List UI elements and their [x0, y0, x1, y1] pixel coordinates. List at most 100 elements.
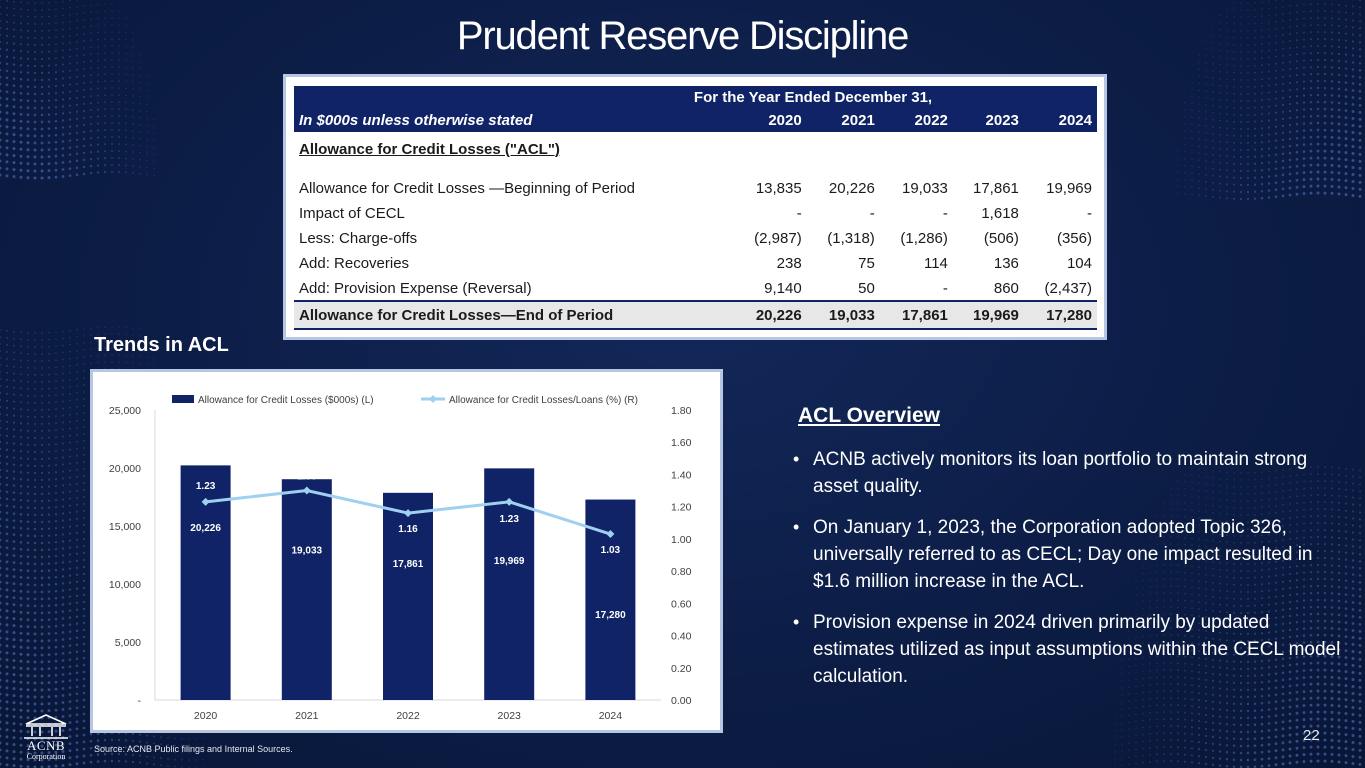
- bar-data-label: 19,969: [494, 556, 525, 567]
- table-row: Add: Provision Expense (Reversal) 9,140 …: [294, 276, 1097, 302]
- cell: 104: [1066, 255, 1092, 272]
- acl-bar: [383, 492, 433, 700]
- left-axis-tick-label: 5,000: [115, 637, 141, 649]
- x-axis-tick-label: 2023: [498, 710, 522, 722]
- left-axis-tick-label: 15,000: [109, 521, 141, 533]
- row-label: Less: Charge-offs: [299, 230, 418, 247]
- cell: 136: [993, 255, 1019, 272]
- right-axis-tick-label: 0.20: [671, 663, 692, 675]
- source-note: Source: ACNB Public filings and Internal…: [94, 744, 293, 754]
- cell: (1,286): [900, 230, 948, 247]
- cell: (356): [1056, 230, 1092, 247]
- right-axis-tick-label: 1.00: [671, 534, 692, 546]
- cell: 19,969: [1046, 180, 1092, 197]
- table-row: Add: Recoveries 238 75 114 136 104: [294, 251, 1097, 276]
- total-cell: 17,861: [879, 301, 953, 330]
- cell: -: [879, 276, 953, 302]
- cell: 50: [806, 276, 880, 302]
- cell: -: [796, 205, 802, 222]
- acl-ratio-point: [201, 497, 210, 506]
- row-label: Allowance for Credit Losses —Beginning o…: [299, 180, 636, 197]
- bar-data-label: 17,861: [393, 559, 424, 570]
- x-axis-tick-label: 2020: [194, 710, 218, 722]
- logo-subtitle: Corporation: [26, 752, 66, 761]
- line-data-label: 1.03: [601, 545, 621, 556]
- right-axis-tick-label: 1.20: [671, 502, 692, 514]
- table-year-header: 2022: [879, 109, 953, 132]
- table-row: Allowance for Credit Losses —Beginning o…: [294, 176, 1097, 201]
- cell: (2,987): [754, 230, 802, 247]
- cell: 1,618: [981, 205, 1019, 222]
- cell: 17,861: [973, 180, 1019, 197]
- row-label: Add: Provision Expense (Reversal): [294, 276, 734, 302]
- table-super-header-row: For the Year Ended December 31,: [294, 86, 1097, 109]
- overview-bullet-list: • ACNB actively monitors its loan portfol…: [793, 446, 1341, 704]
- bar-data-label: 20,226: [190, 523, 221, 534]
- cell: 75: [858, 255, 875, 272]
- cell: -: [942, 205, 948, 222]
- total-label: Allowance for Credit Losses—End of Perio…: [294, 301, 734, 330]
- bullet-icon: •: [793, 517, 800, 537]
- cell: 860: [952, 276, 1024, 302]
- legend-line-marker: [429, 395, 437, 403]
- total-cell: 19,033: [806, 301, 880, 330]
- acl-combo-chart: - 5,000 10,000 15,000 20,000 25,000 0.00 0.20 0.…: [109, 395, 692, 722]
- table-row: Less: Charge-offs (2,987) (1,318) (1,286…: [294, 226, 1097, 251]
- left-axis-tick-label: 25,000: [109, 405, 141, 417]
- total-cell: 19,969: [952, 301, 1024, 330]
- x-axis-tick-label: 2021: [295, 710, 319, 722]
- cell: 20,226: [828, 180, 875, 197]
- acl-ratio-point: [302, 486, 311, 495]
- cell: (506): [983, 230, 1019, 247]
- acnb-logo: ACNB Corporation: [18, 714, 74, 762]
- table-year-header: 2021: [806, 109, 880, 132]
- left-axis-tick-label: 20,000: [109, 463, 141, 475]
- line-data-label: 1.23: [196, 481, 216, 492]
- total-cell: 17,280: [1023, 301, 1097, 330]
- cell: 9,140: [733, 276, 807, 302]
- line-data-label: 1.16: [398, 524, 418, 535]
- right-axis-tick-label: 0.80: [671, 566, 692, 578]
- cell: 114: [923, 255, 948, 272]
- left-axis-tick-label: -: [138, 695, 142, 707]
- acl-chart-panel: - 5,000 10,000 15,000 20,000 25,000 0.00 0.20 0.…: [90, 369, 723, 733]
- right-axis-tick-label: 1.80: [671, 405, 692, 417]
- overview-bullet: • ACNB actively monitors its loan portfol…: [793, 446, 1341, 500]
- table-section-row: Allowance for Credit Losses ("ACL"): [294, 132, 1097, 166]
- bullet-text: Provision expense in 2024 driven primari…: [813, 612, 1341, 687]
- row-label: Add: Recoveries: [299, 255, 410, 272]
- bank-building-icon: [24, 714, 68, 739]
- table-year-header: 2024: [1023, 109, 1097, 132]
- acl-bar: [281, 479, 332, 700]
- bar-data-label: 19,033: [292, 546, 323, 557]
- table-unit-label: In $000s unless otherwise stated: [294, 109, 734, 132]
- line-data-label: 1.30: [297, 472, 317, 483]
- cell: -: [1087, 205, 1092, 222]
- table-super-header: For the Year Ended December 31,: [294, 86, 1097, 109]
- x-axis-tick-label: 2024: [599, 710, 623, 722]
- legend-line-label: Allowance for Credit Losses/Loans (%) (R…: [449, 395, 638, 406]
- right-axis-tick-label: 0.00: [671, 695, 692, 707]
- logo-name: ACNB: [26, 738, 66, 753]
- bullet-icon: •: [793, 449, 800, 469]
- right-axis-tick-label: 1.40: [671, 469, 692, 481]
- table-section-title: Allowance for Credit Losses ("ACL"): [299, 140, 560, 158]
- x-axis-tick-label: 2022: [396, 710, 420, 722]
- bullet-text: On January 1, 2023, the Corporation adop…: [813, 517, 1313, 592]
- cell: -: [869, 205, 875, 222]
- overview-bullet: • On January 1, 2023, the Corporation ado…: [793, 514, 1341, 595]
- legend-bar-swatch: [172, 395, 194, 403]
- acl-ratio-point: [505, 497, 514, 506]
- right-axis-tick-label: 1.60: [671, 437, 692, 449]
- cell: (2,437): [1023, 276, 1097, 302]
- cell: 238: [776, 255, 802, 272]
- table-header-row: In $000s unless otherwise stated 2020 20…: [294, 109, 1097, 132]
- chart-section-title: Trends in ACL: [94, 334, 229, 356]
- acl-ratio-point: [606, 530, 615, 539]
- cell: 19,033: [902, 180, 948, 197]
- right-axis-tick-label: 0.40: [671, 631, 692, 643]
- bullet-icon: •: [793, 612, 800, 632]
- acl-table: For the Year Ended December 31, In $000s…: [294, 86, 1097, 330]
- total-cell: 20,226: [733, 301, 807, 330]
- table-year-header: 2020: [733, 109, 807, 132]
